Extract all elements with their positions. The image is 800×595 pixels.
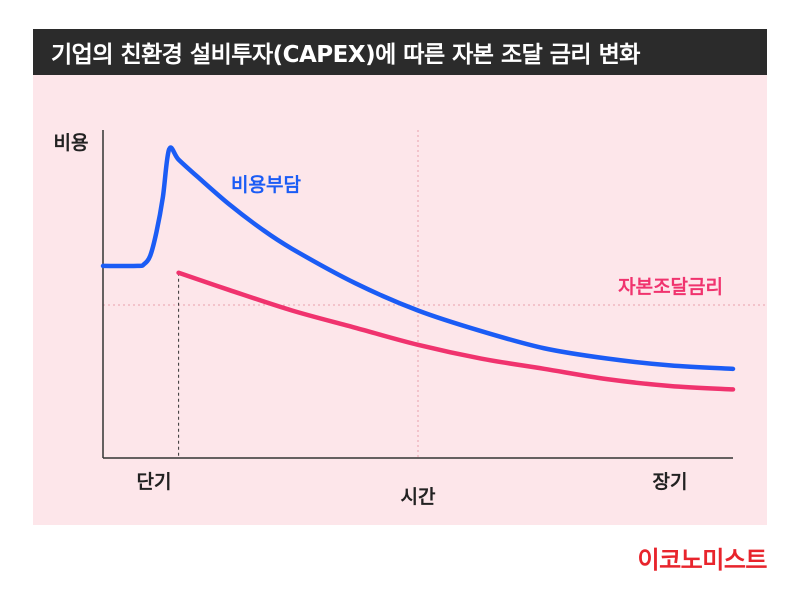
chart-title: 기업의 친환경 설비투자(CAPEX)에 따른 자본 조달 금리 변화: [33, 29, 767, 75]
series-line-1: [100, 145, 736, 372]
brand-logo: 이코노미스트: [637, 546, 768, 574]
y-axis-label: 비용: [54, 132, 89, 154]
x-tick-label: 장기: [653, 471, 688, 493]
series-label-2: 자본조달금리: [618, 276, 723, 298]
x-axis-label: 시간: [401, 486, 436, 508]
x-tick-label: 단기: [137, 471, 172, 493]
series-line-2: [176, 270, 736, 392]
series-label-1: 비용부담: [231, 174, 301, 196]
